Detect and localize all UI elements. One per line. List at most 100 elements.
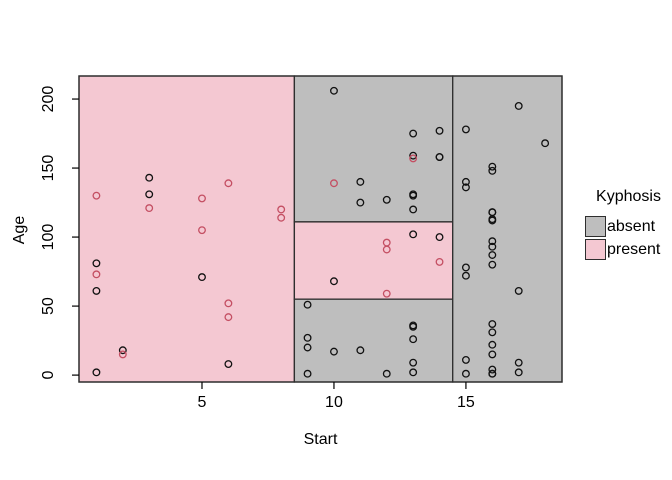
x-tick-label: 5 [198, 394, 207, 411]
data-point-absent [303, 300, 312, 309]
data-point-absent [488, 242, 497, 251]
data-point-present [224, 313, 233, 322]
data-point-absent [435, 233, 444, 242]
data-point-absent [409, 129, 418, 138]
data-point-absent [488, 216, 497, 225]
data-point-absent [461, 125, 470, 134]
y-tick-label: 0 [40, 371, 57, 380]
data-point-present [409, 154, 418, 163]
data-point-absent [461, 271, 470, 280]
plot-frame [78, 75, 563, 383]
data-point-present [382, 289, 391, 298]
data-point-absent [330, 347, 338, 356]
data-point-absent [488, 350, 497, 359]
x-axis-label: Start [303, 431, 338, 448]
y-axis-label: Age [11, 215, 28, 245]
data-point-absent [488, 251, 497, 259]
region-absent [452, 75, 563, 383]
data-point-absent [382, 195, 391, 204]
data-point-absent [435, 126, 444, 135]
data-point-absent [514, 286, 523, 295]
data-point-absent [92, 368, 101, 377]
data-point-absent [461, 177, 470, 186]
data-point-present [277, 205, 286, 214]
data-point-absent [303, 369, 312, 378]
data-point-absent [356, 177, 365, 186]
y-tick-label: 200 [40, 86, 57, 113]
data-point-absent [488, 369, 497, 378]
data-point-absent [92, 286, 101, 295]
data-point-absent [541, 139, 550, 148]
legend-title: Kyphosis [596, 188, 661, 205]
data-point-absent [461, 183, 470, 192]
data-point-absent [330, 277, 338, 286]
y-tick-label: 100 [40, 224, 57, 251]
data-point-absent [303, 333, 312, 342]
data-point-absent [409, 230, 418, 239]
data-point-absent [198, 273, 206, 282]
data-point-present [277, 213, 286, 222]
data-point-absent [488, 320, 497, 328]
data-point-present [435, 257, 444, 266]
legend: Kyphosis absent present [585, 188, 672, 261]
data-point-absent [461, 263, 470, 272]
legend-item-present: present [585, 238, 672, 261]
data-point-absent [118, 346, 127, 355]
data-point-absent [514, 368, 523, 377]
data-point-present [224, 299, 233, 308]
data-point-absent [409, 368, 418, 377]
data-point-absent [488, 162, 497, 171]
y-tick-label: 150 [40, 155, 57, 182]
legend-label-absent: absent [607, 217, 656, 235]
data-point-absent [356, 198, 365, 207]
data-point-absent [488, 328, 497, 337]
legend-swatch-present [585, 239, 606, 260]
data-point-present [330, 179, 338, 188]
data-point-absent [92, 259, 101, 268]
region-present [293, 221, 454, 300]
legend-swatch-absent [585, 216, 606, 237]
data-point-absent [488, 166, 497, 175]
data-point-present [198, 194, 206, 203]
data-point-absent [435, 153, 444, 161]
data-point-present [92, 191, 101, 200]
data-point-present [224, 179, 233, 188]
legend-item-absent: absent [585, 215, 672, 238]
data-point-absent [461, 369, 470, 378]
data-point-absent [488, 260, 497, 269]
data-point-absent [303, 343, 312, 352]
legend-label-present: present [607, 240, 661, 258]
data-point-absent [409, 205, 418, 214]
data-point-absent [356, 346, 365, 355]
data-point-absent [514, 358, 523, 367]
data-point-absent [224, 360, 233, 369]
data-point-absent [409, 190, 418, 199]
region-absent [293, 298, 454, 383]
data-point-absent [488, 365, 497, 374]
data-point-present [198, 226, 206, 235]
data-point-absent [409, 358, 418, 367]
data-point-absent [461, 355, 470, 364]
x-tick-label: 15 [457, 394, 475, 411]
region-present [78, 75, 296, 383]
y-tick-label: 50 [40, 297, 57, 315]
data-point-absent [488, 208, 497, 217]
data-point-present [118, 350, 127, 359]
data-point-absent [409, 335, 418, 344]
data-point-absent [382, 369, 391, 378]
data-point-absent [409, 321, 418, 330]
x-tick-label: 10 [325, 394, 343, 411]
data-point-absent [488, 340, 497, 349]
data-point-present [145, 204, 154, 213]
data-point-absent [145, 173, 154, 182]
data-point-present [382, 238, 391, 247]
data-point-absent [488, 237, 497, 246]
data-point-present [92, 270, 101, 279]
data-point-absent [330, 86, 338, 95]
data-point-absent [514, 102, 523, 110]
region-absent [293, 75, 454, 223]
data-point-absent [145, 190, 154, 199]
data-point-absent [409, 151, 418, 160]
